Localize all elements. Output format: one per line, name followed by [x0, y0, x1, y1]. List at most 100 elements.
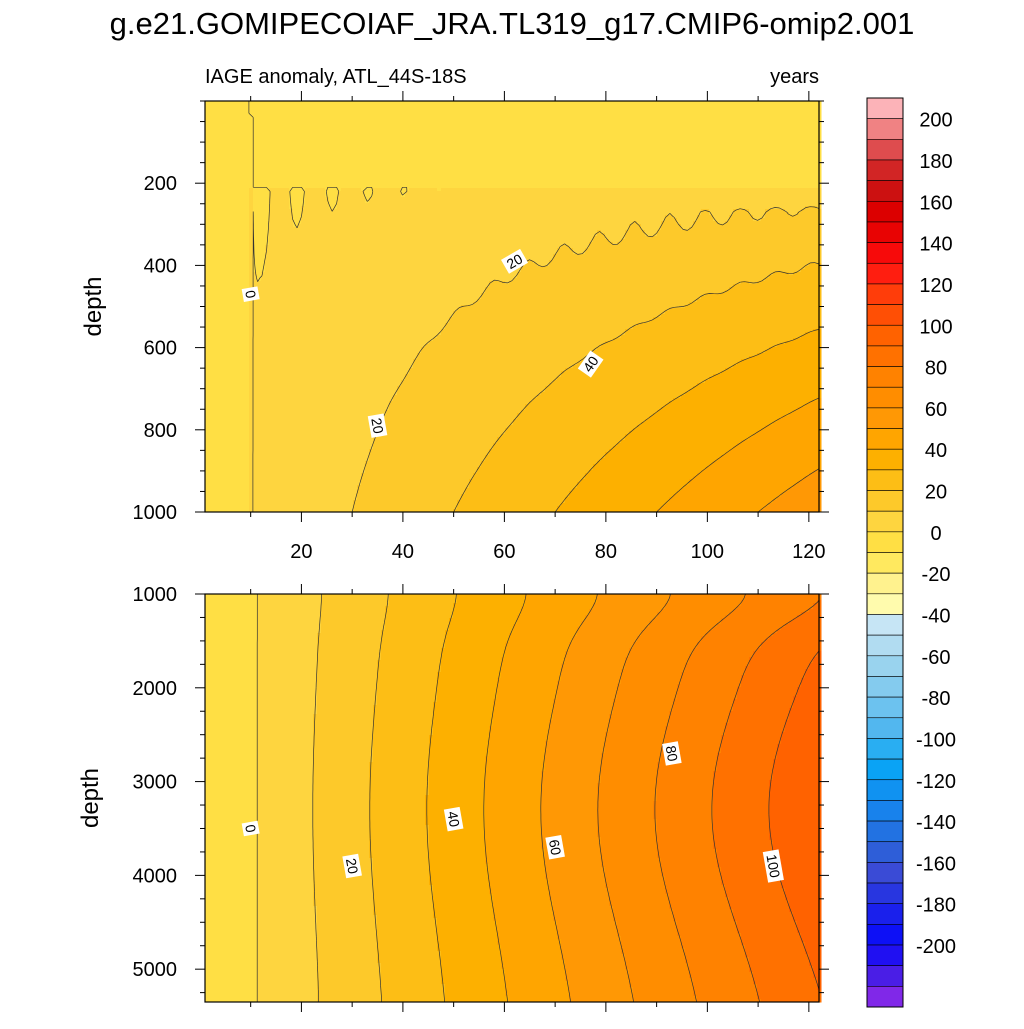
contour-fill-cell — [589, 131, 594, 135]
contour-fill-cell — [293, 101, 298, 105]
contour-fill-cell — [753, 119, 758, 123]
contour-fill-cell — [225, 104, 230, 108]
contour-fill-cell — [329, 122, 334, 126]
figure-title: g.e21.GOMIPECOIAF_JRA.TL319_g17.CMIP6-om… — [0, 6, 1024, 42]
contour-fill-cell — [785, 134, 790, 138]
panel-upper-fill — [205, 101, 822, 513]
contour-fill-cell — [509, 137, 514, 141]
contour-fill-cell — [421, 137, 426, 141]
contour-fill-cell — [273, 113, 278, 117]
contour-fill-cell — [573, 134, 578, 138]
contour-fill-cell — [457, 122, 462, 126]
contour-fill-cell — [409, 122, 414, 126]
contour-fill-cell — [453, 107, 458, 111]
contour-fill-cell — [485, 104, 490, 108]
contour-fill-cell — [309, 134, 314, 138]
contour-fill-cell — [269, 128, 274, 132]
contour-fill-cell — [689, 140, 694, 144]
contour-fill-cell — [641, 128, 646, 132]
contour-fill-cell — [749, 104, 754, 108]
contour-fill-cell — [345, 113, 350, 117]
contour-fill-cell — [265, 122, 270, 126]
contour-fill-cell — [241, 113, 246, 117]
contour-fill-cell — [329, 125, 334, 129]
contour-fill-cell — [265, 101, 270, 105]
contour-fill-cell — [525, 116, 530, 120]
contour-fill-cell — [753, 116, 758, 120]
contour-fill-cell — [513, 101, 518, 105]
contour-fill-cell — [625, 128, 630, 132]
contour-fill-cell — [209, 125, 214, 129]
contour-fill-cell — [553, 125, 558, 129]
contour-fill-cell — [645, 122, 650, 126]
contour-fill-cell — [273, 122, 278, 126]
contour-fill-cell — [729, 104, 734, 108]
contour-fill-cell — [225, 137, 230, 141]
contour-fill-cell — [593, 101, 598, 105]
contour-fill-cell — [525, 122, 530, 126]
contour-fill-cell — [669, 107, 674, 111]
contour-fill-cell — [353, 134, 358, 138]
contour-fill-cell — [329, 110, 334, 114]
contour-fill-cell — [713, 137, 718, 141]
contour-fill-cell — [745, 137, 750, 141]
contour-fill-cell — [445, 122, 450, 126]
contour-fill-cell — [641, 104, 646, 108]
contour-fill-cell — [493, 134, 498, 138]
contour-fill-cell — [761, 137, 766, 141]
contour-fill-cell — [481, 107, 486, 111]
contour-fill-cell — [437, 131, 442, 135]
contour-fill-cell — [553, 110, 558, 114]
contour-fill-cell — [477, 134, 482, 138]
contour-fill-cell — [541, 137, 546, 141]
contour-fill-cell — [209, 137, 214, 141]
contour-fill-cell — [573, 104, 578, 108]
contour-fill-cell — [549, 122, 554, 126]
contour-fill-cell — [777, 140, 782, 144]
contour-fill-cell — [693, 116, 698, 120]
contour-fill-cell — [237, 131, 242, 135]
contour-fill-cell — [509, 125, 514, 129]
contour-fill-cell — [529, 101, 534, 105]
contour-fill-cell — [225, 122, 230, 126]
contour-fill-cell — [569, 110, 574, 114]
contour-fill-cell — [361, 101, 366, 105]
contour-fill-cell — [321, 137, 326, 141]
contour-fill-cell — [473, 104, 478, 108]
contour-fill-cell — [533, 104, 538, 108]
contour-fill-cell — [781, 137, 786, 141]
contour-fill-cell — [657, 125, 662, 129]
contour-fill-cell — [297, 122, 302, 126]
contour-fill-cell — [661, 113, 666, 117]
contour-fill-cell — [293, 110, 298, 114]
contour-fill-cell — [341, 140, 346, 144]
contour-fill-cell — [469, 107, 474, 111]
contour-fill-cell — [585, 104, 590, 108]
contour-fill-cell — [589, 104, 594, 108]
contour-fill-cell — [645, 107, 650, 111]
contour-fill-cell — [801, 125, 806, 129]
contour-fill-cell — [737, 134, 742, 138]
contour-fill-cell — [377, 131, 382, 135]
contour-fill-cell — [713, 125, 718, 129]
contour-fill-cell — [381, 128, 386, 132]
contour-fill-cell — [417, 110, 422, 114]
contour-fill-cell — [737, 140, 742, 144]
contour-fill-cell — [597, 125, 602, 129]
contour-fill-cell — [673, 101, 678, 105]
contour-fill-cell — [209, 122, 214, 126]
contour-fill-cell — [657, 137, 662, 141]
contour-fill-cell — [229, 110, 234, 114]
contour-fill-cell — [473, 140, 478, 144]
contour-fill-cell — [293, 131, 298, 135]
contour-fill-cell — [421, 131, 426, 135]
contour-fill-cell — [757, 119, 762, 123]
contour-fill-cell — [537, 101, 542, 105]
contour-fill-cell — [629, 116, 634, 120]
contour-fill-cell — [361, 116, 366, 120]
contour-fill-cell — [653, 107, 658, 111]
contour-fill-cell — [513, 122, 518, 126]
contour-fill-cell — [273, 128, 278, 132]
contour-fill-cell — [693, 113, 698, 117]
contour-fill-cell — [465, 104, 470, 108]
